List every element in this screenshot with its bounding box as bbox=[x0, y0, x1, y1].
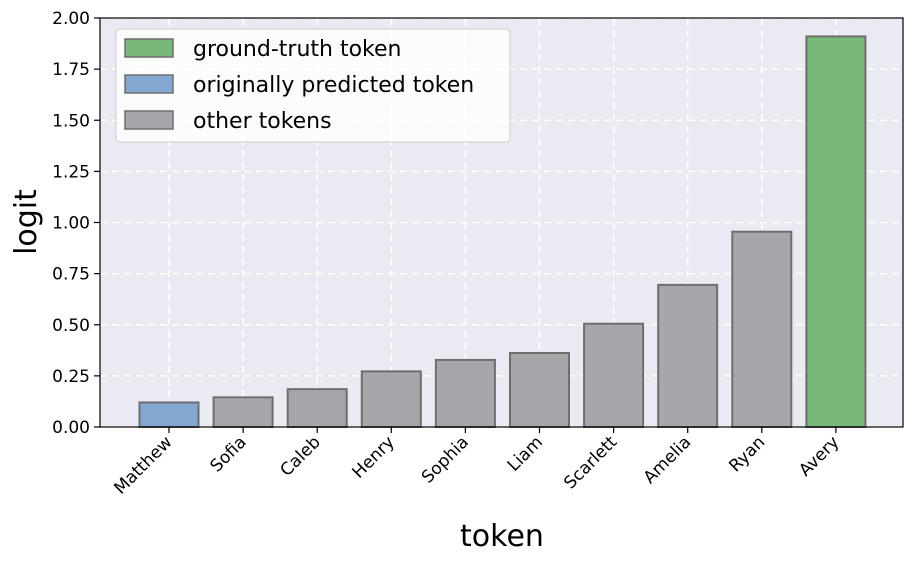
x-tick-label: Matthew bbox=[110, 432, 176, 498]
bar-sophia bbox=[434, 358, 496, 429]
bar-scarlett bbox=[583, 322, 645, 429]
y-axis: 0.00 0.25 0.50 0.75 1.00 1.25 1.50 1.75 2.00 bbox=[52, 9, 100, 438]
bar-matthew bbox=[138, 401, 200, 428]
y-tick-label: 0.25 bbox=[52, 367, 90, 387]
legend-label-ground-truth: ground-truth token bbox=[193, 37, 401, 62]
x-tick-label: Ryan bbox=[725, 432, 769, 476]
bar-henry bbox=[360, 370, 422, 429]
legend-label-other: other tokens bbox=[193, 109, 332, 134]
bar-caleb bbox=[286, 388, 348, 429]
x-axis-label: token bbox=[460, 519, 544, 554]
y-tick-label: 1.00 bbox=[52, 214, 90, 234]
x-tick-label: Sophia bbox=[418, 432, 473, 487]
y-tick-label: 1.25 bbox=[52, 162, 90, 182]
y-axis-label: logit bbox=[9, 189, 44, 255]
x-tick-label: Sofia bbox=[207, 432, 251, 476]
legend: ground-truth token originally predicted t… bbox=[115, 28, 511, 143]
x-tick-label: Liam bbox=[504, 432, 547, 475]
bar-liam bbox=[509, 351, 570, 429]
y-tick-label: 0.75 bbox=[52, 265, 90, 285]
x-axis: Matthew Sofia Caleb Henry Sophia Liam Scarlett… bbox=[110, 427, 843, 499]
x-tick-label: Avery bbox=[795, 432, 843, 480]
legend-swatch-ground-truth bbox=[124, 38, 174, 58]
x-tick-label: Caleb bbox=[276, 432, 324, 480]
bar-ryan bbox=[731, 230, 793, 428]
y-tick-label: 1.50 bbox=[52, 111, 90, 131]
y-tick-label: 0.50 bbox=[52, 316, 90, 336]
legend-label-predicted: originally predicted token bbox=[193, 73, 474, 98]
x-tick-label: Scarlett bbox=[560, 432, 621, 493]
x-tick-label: Henry bbox=[349, 432, 399, 482]
y-tick-label: 1.75 bbox=[52, 60, 90, 80]
y-tick-label: 2.00 bbox=[52, 9, 90, 29]
bar-avery bbox=[805, 35, 867, 428]
y-tick-label: 0.00 bbox=[52, 418, 90, 438]
x-tick-label: Amelia bbox=[640, 432, 696, 488]
bars bbox=[138, 35, 867, 429]
legend-box bbox=[115, 28, 511, 143]
legend-swatch-other bbox=[124, 110, 174, 130]
bar-amelia bbox=[657, 283, 719, 428]
legend-swatch-predicted bbox=[124, 74, 174, 94]
bar-sofia bbox=[212, 396, 274, 429]
